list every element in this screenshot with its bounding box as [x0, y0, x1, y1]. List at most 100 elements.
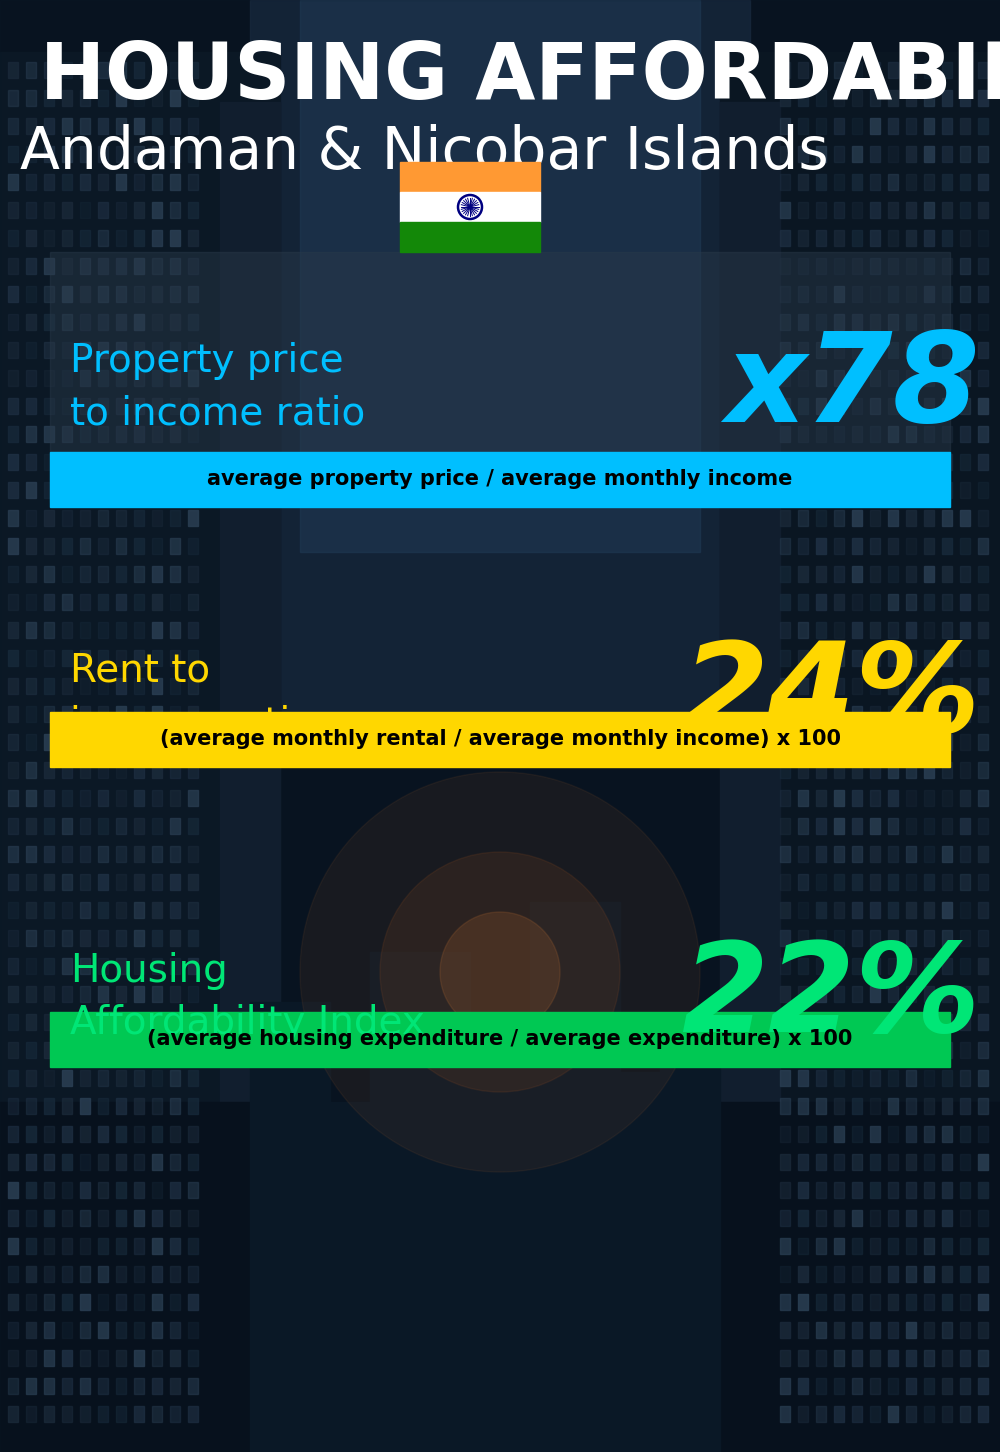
Bar — [870, 174, 880, 190]
Bar — [978, 539, 988, 555]
Bar — [978, 425, 988, 441]
Bar — [134, 343, 144, 359]
Bar — [170, 398, 180, 414]
Bar — [960, 706, 970, 722]
Bar — [852, 1406, 862, 1422]
Bar — [116, 1321, 126, 1337]
Bar — [170, 1098, 180, 1114]
Bar — [780, 790, 790, 806]
Bar — [924, 817, 934, 833]
Bar — [370, 953, 470, 1452]
Bar — [116, 202, 126, 218]
Bar — [80, 370, 90, 386]
Bar — [924, 706, 934, 722]
Bar — [26, 874, 36, 890]
Bar — [978, 1239, 988, 1255]
Bar — [906, 678, 916, 694]
Bar — [888, 594, 898, 610]
Bar — [870, 594, 880, 610]
Bar — [26, 174, 36, 190]
Bar — [798, 929, 808, 947]
Bar — [834, 202, 844, 218]
Bar — [116, 510, 126, 526]
Bar — [960, 147, 970, 163]
Bar — [780, 454, 790, 470]
Bar — [98, 986, 108, 1002]
Bar — [816, 678, 826, 694]
Bar — [188, 735, 198, 751]
Bar — [98, 958, 108, 974]
Bar — [780, 510, 790, 526]
Bar — [26, 566, 36, 582]
Text: 22%: 22% — [681, 937, 980, 1057]
Bar — [852, 90, 862, 106]
Bar — [170, 314, 180, 330]
Bar — [8, 1294, 18, 1310]
Bar — [870, 398, 880, 414]
Bar — [188, 539, 198, 555]
Bar — [152, 539, 162, 555]
Bar — [978, 706, 988, 722]
Bar — [870, 929, 880, 947]
Bar — [134, 118, 144, 134]
Bar — [250, 1002, 330, 1452]
Bar — [780, 902, 790, 918]
Bar — [44, 118, 54, 134]
Bar — [960, 986, 970, 1002]
Bar — [816, 1350, 826, 1366]
Bar — [942, 62, 952, 78]
Bar — [116, 229, 126, 245]
Bar — [870, 847, 880, 862]
Bar — [978, 1070, 988, 1086]
Bar — [906, 566, 916, 582]
Bar — [942, 874, 952, 890]
Bar — [870, 1043, 880, 1059]
Bar — [134, 258, 144, 274]
Bar — [152, 1266, 162, 1282]
Bar — [116, 454, 126, 470]
Bar — [780, 1350, 790, 1366]
Bar — [152, 202, 162, 218]
Bar — [888, 1321, 898, 1337]
Bar — [906, 1070, 916, 1086]
Bar — [780, 817, 790, 833]
Bar — [98, 650, 108, 666]
Bar — [870, 1350, 880, 1366]
Bar — [134, 229, 144, 245]
Bar — [834, 1210, 844, 1225]
Bar — [44, 1239, 54, 1255]
Bar — [906, 1098, 916, 1114]
Bar — [798, 566, 808, 582]
Bar — [816, 539, 826, 555]
Bar — [798, 174, 808, 190]
Bar — [26, 370, 36, 386]
Bar — [170, 678, 180, 694]
Bar — [924, 174, 934, 190]
Bar — [152, 343, 162, 359]
Bar — [780, 1098, 790, 1114]
Bar — [116, 650, 126, 666]
Bar — [942, 1210, 952, 1225]
Bar — [924, 1378, 934, 1394]
Bar — [906, 90, 916, 106]
Bar — [98, 370, 108, 386]
Bar — [942, 902, 952, 918]
Bar — [798, 1070, 808, 1086]
Bar — [960, 398, 970, 414]
Bar — [116, 370, 126, 386]
Bar — [26, 314, 36, 330]
Bar — [942, 650, 952, 666]
Bar — [960, 539, 970, 555]
Bar — [44, 929, 54, 947]
Bar — [188, 1098, 198, 1114]
Bar — [834, 1239, 844, 1255]
Bar — [62, 650, 72, 666]
Bar — [116, 62, 126, 78]
Bar — [152, 1350, 162, 1366]
Bar — [170, 621, 180, 637]
Bar — [906, 147, 916, 163]
Bar — [152, 62, 162, 78]
Bar — [116, 482, 126, 498]
Bar — [960, 202, 970, 218]
Bar — [44, 847, 54, 862]
